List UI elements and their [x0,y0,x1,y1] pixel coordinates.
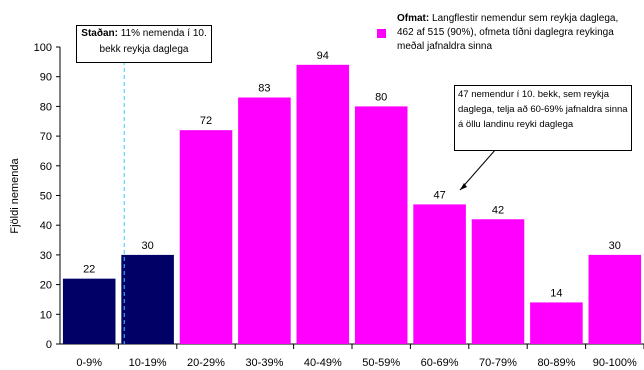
data-label: 94 [317,50,329,62]
legend-line-1: Ofmat: Langflestir nemendur sem reykja d… [375,12,643,26]
data-label: 72 [200,115,212,127]
data-label: 83 [258,82,270,94]
callout-arrow-head [460,183,467,190]
x-tick-label: 60-69% [421,357,459,369]
bar-70-79% [471,219,525,344]
x-tick-label: 20-29% [187,357,225,369]
y-tick-label: 100 [34,42,52,54]
legend: Ofmat: Langflestir nemendur sem reykja d… [375,12,643,54]
x-tick-label: 10-19% [129,357,167,369]
x-tick-label: 90-100% [593,357,637,369]
stadan-text: 11% nemenda í 10. bekk reykja daglega [99,28,207,55]
legend-line-3: meðal jafnaldra sinna [375,40,643,54]
legend-line-1-text: Langflestir nemendur sem reykja daglega, [429,13,619,24]
y-tick-label: 60 [40,161,52,173]
stadan-annotation: Staðan: 11% nemenda í 10. bekk reykja da… [76,25,212,63]
y-tick-label: 0 [46,339,52,351]
y-tick-label: 80 [40,101,52,113]
x-axis: 0-9% 10-19% 20-29% 30-39% 40-49% 50-59% 60-69%… [76,344,644,369]
data-label: 42 [492,204,504,216]
x-tick-label: 40-49% [304,357,342,369]
legend-line-3-text: meðal jafnaldra sinna [397,41,493,52]
bar-30-39% [238,97,291,345]
data-label: 47 [433,189,445,201]
x-tick-label: 0-9% [76,357,102,369]
bar-40-49% [296,64,350,344]
y-tick-label: 70 [40,131,52,143]
legend-bold-label: Ofmat: [397,13,430,24]
y-axis: 0 10 20 30 40 50 60 70 80 90 100 [34,42,60,351]
y-tick-label: 30 [40,250,52,262]
bars [62,64,642,345]
legend-line-2-text: 462 af 515 (90%), ofmeta tíðni daglegra … [397,27,614,38]
bar-10-19% [121,254,174,344]
bar-90-100% [588,254,642,344]
data-label: 30 [141,240,153,252]
callout-arrow [459,148,497,191]
callout-annotation: 47 nemendur í 10. bekk, sem reykja dagle… [454,85,632,151]
y-tick-label: 90 [40,72,52,84]
legend-line-2: 462 af 515 (90%), ofmeta tíðni daglegra … [375,26,643,40]
bar-80-89% [530,302,583,344]
x-tick-label: 70-79% [479,357,517,369]
data-label: 80 [375,91,387,103]
bar-0-9% [62,278,116,344]
x-tick-label: 80-89% [537,357,575,369]
callout-text: 47 nemendur í 10. bekk, sem reykja dagle… [458,89,628,130]
y-axis-title: Fjöldi nemenda [9,158,21,234]
y-tick-label: 40 [40,220,52,232]
legend-swatch [377,29,386,38]
data-label: 30 [609,240,621,252]
bar-60-69% [413,204,466,344]
bar-50-59% [354,106,408,345]
data-label: 22 [83,264,95,276]
data-labels: 22 30 72 83 94 80 47 42 14 30 [83,50,621,300]
x-tick-label: 30-39% [245,357,283,369]
y-tick-label: 50 [40,191,52,203]
bar-20-29% [179,130,233,344]
x-tick-label: 50-59% [362,357,400,369]
y-tick-label: 10 [40,309,52,321]
y-tick-label: 20 [40,280,52,292]
stadan-bold-label: Staðan: [81,28,118,39]
data-label: 14 [550,287,562,299]
